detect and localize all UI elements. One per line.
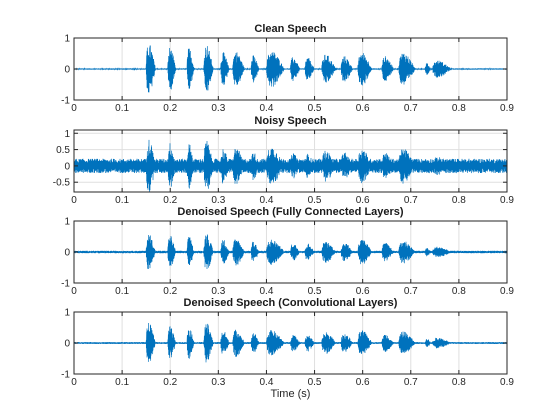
x-tick-label: 0.1 <box>115 286 129 297</box>
y-tick-label: 0 <box>64 161 70 172</box>
x-tick-label: 0.6 <box>356 103 370 114</box>
y-tick-label: -1 <box>61 370 70 381</box>
x-tick-label: 0.5 <box>308 195 322 206</box>
subplot-title: Denoised Speech (Convolutional Layers) <box>184 297 398 309</box>
x-tick-label: 0.2 <box>163 103 177 114</box>
y-tick-label: 1 <box>64 217 70 228</box>
subplot-title: Clean Speech <box>254 23 326 35</box>
y-tick-label: 0 <box>64 339 70 350</box>
y-tick-label: 1 <box>64 308 70 319</box>
x-axis-label: Time (s) <box>271 388 311 400</box>
x-tick-label: 0.1 <box>115 103 129 114</box>
x-tick-label: 0.8 <box>452 286 466 297</box>
x-tick-label: 0.4 <box>259 377 273 388</box>
x-tick-label: 0.7 <box>404 377 418 388</box>
x-tick-label: 0.2 <box>163 377 177 388</box>
x-tick-label: 0.9 <box>500 103 514 114</box>
x-tick-label: 0.4 <box>259 195 273 206</box>
subplot-3: 0 0.1 0.2 0.3 0.4 0.5 0.6 0.7 0.8 0.9-101Denoised… <box>61 206 514 297</box>
x-tick-label: 0.9 <box>500 377 514 388</box>
waveform-series <box>73 45 508 93</box>
y-tick-label: 0.5 <box>56 145 70 156</box>
subplot-title: Denoised Speech (Fully Connected Layers) <box>177 206 404 218</box>
subplot-4: 0 0.1 0.2 0.3 0.4 0.5 0.6 0.7 0.8 0.9-101Denoised… <box>61 297 514 400</box>
x-tick-label: 0.5 <box>308 103 322 114</box>
x-tick-label: 0.3 <box>211 377 225 388</box>
x-tick-label: 0.4 <box>259 103 273 114</box>
subplot-title: Noisy Speech <box>254 115 326 127</box>
x-tick-label: 0.6 <box>356 195 370 206</box>
waveform-series <box>73 322 508 363</box>
x-tick-label: 0.1 <box>115 377 129 388</box>
x-tick-label: 0.1 <box>115 195 129 206</box>
y-tick-label: -1 <box>61 279 70 290</box>
x-tick-label: 0.8 <box>452 195 466 206</box>
y-tick-label: 1 <box>64 34 70 45</box>
x-tick-label: 0.6 <box>356 286 370 297</box>
x-tick-label: 0.6 <box>356 377 370 388</box>
subplot-2: 0 0.1 0.2 0.3 0.4 0.5 0.6 0.7 0.8 0.9-0.500.51Noi… <box>53 115 515 206</box>
x-tick-label: 0.3 <box>211 195 225 206</box>
x-tick-label: 0 <box>71 377 77 388</box>
x-tick-label: 0 <box>71 286 77 297</box>
x-tick-label: 0.9 <box>500 195 514 206</box>
x-tick-label: 0 <box>71 195 77 206</box>
x-tick-label: 0.8 <box>452 377 466 388</box>
x-tick-label: 0.7 <box>404 286 418 297</box>
y-tick-label: 0 <box>64 248 70 259</box>
y-tick-label: -0.5 <box>53 178 71 189</box>
x-tick-label: 0.5 <box>308 286 322 297</box>
waveform-series <box>73 234 508 270</box>
x-tick-label: 0 <box>71 103 77 114</box>
x-tick-label: 0.2 <box>163 286 177 297</box>
x-tick-label: 0.4 <box>259 286 273 297</box>
x-tick-label: 0.5 <box>308 377 322 388</box>
x-tick-label: 0.7 <box>404 195 418 206</box>
y-tick-label: -1 <box>61 96 70 107</box>
y-tick-label: 0 <box>64 65 70 76</box>
x-tick-label: 0.7 <box>404 103 418 114</box>
x-tick-label: 0.3 <box>211 103 225 114</box>
y-tick-label: 1 <box>64 129 70 140</box>
x-tick-label: 0.2 <box>163 195 177 206</box>
axes-box <box>73 129 508 193</box>
x-tick-label: 0.9 <box>500 286 514 297</box>
x-tick-label: 0.3 <box>211 286 225 297</box>
waveform-series <box>73 139 508 192</box>
x-tick-label: 0.8 <box>452 103 466 114</box>
